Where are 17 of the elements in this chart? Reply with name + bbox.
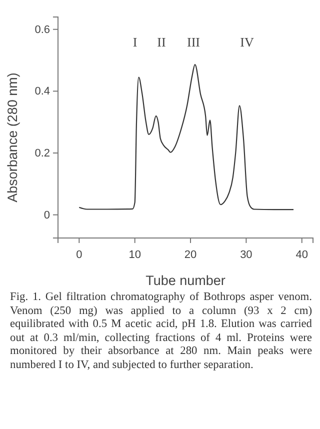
y-axis-title: Absorbance (280 nm) <box>5 72 20 202</box>
x-tick-label: 10 <box>128 249 141 262</box>
x-axis-title: Tube number <box>146 273 226 288</box>
x-tick-label: 40 <box>296 249 308 262</box>
annotation: III <box>187 34 200 50</box>
line-series <box>78 64 294 210</box>
y-tick-label: 0.2 <box>34 148 50 160</box>
x-tick-label: 20 <box>184 249 197 262</box>
caption: Fig. 1. Gel filtration chromatography of Bothrops asper venom. Venom (250 mg) was applied to a column (93 x 2 cm) equilibrated with 0.5 M acetic acid, pH 1.8. Elution was carried out at 0.3 ml/min, collecting fractions of 4 ml. Proteins were monitored by their absorbance at 280 nm. Main peaks were numbered I to IV, and subjected to further separation. <box>10 291 312 373</box>
x-tick-label: 0 <box>76 249 82 262</box>
y-tick-label: 0 <box>44 209 50 222</box>
x-tick-label: 30 <box>240 249 252 262</box>
annotation: I <box>132 34 138 50</box>
y-tick-label: 0.4 <box>34 86 50 98</box>
annotation: II <box>157 34 166 50</box>
annotation: IV <box>240 34 254 50</box>
y-tick-label: 0.6 <box>34 24 50 36</box>
